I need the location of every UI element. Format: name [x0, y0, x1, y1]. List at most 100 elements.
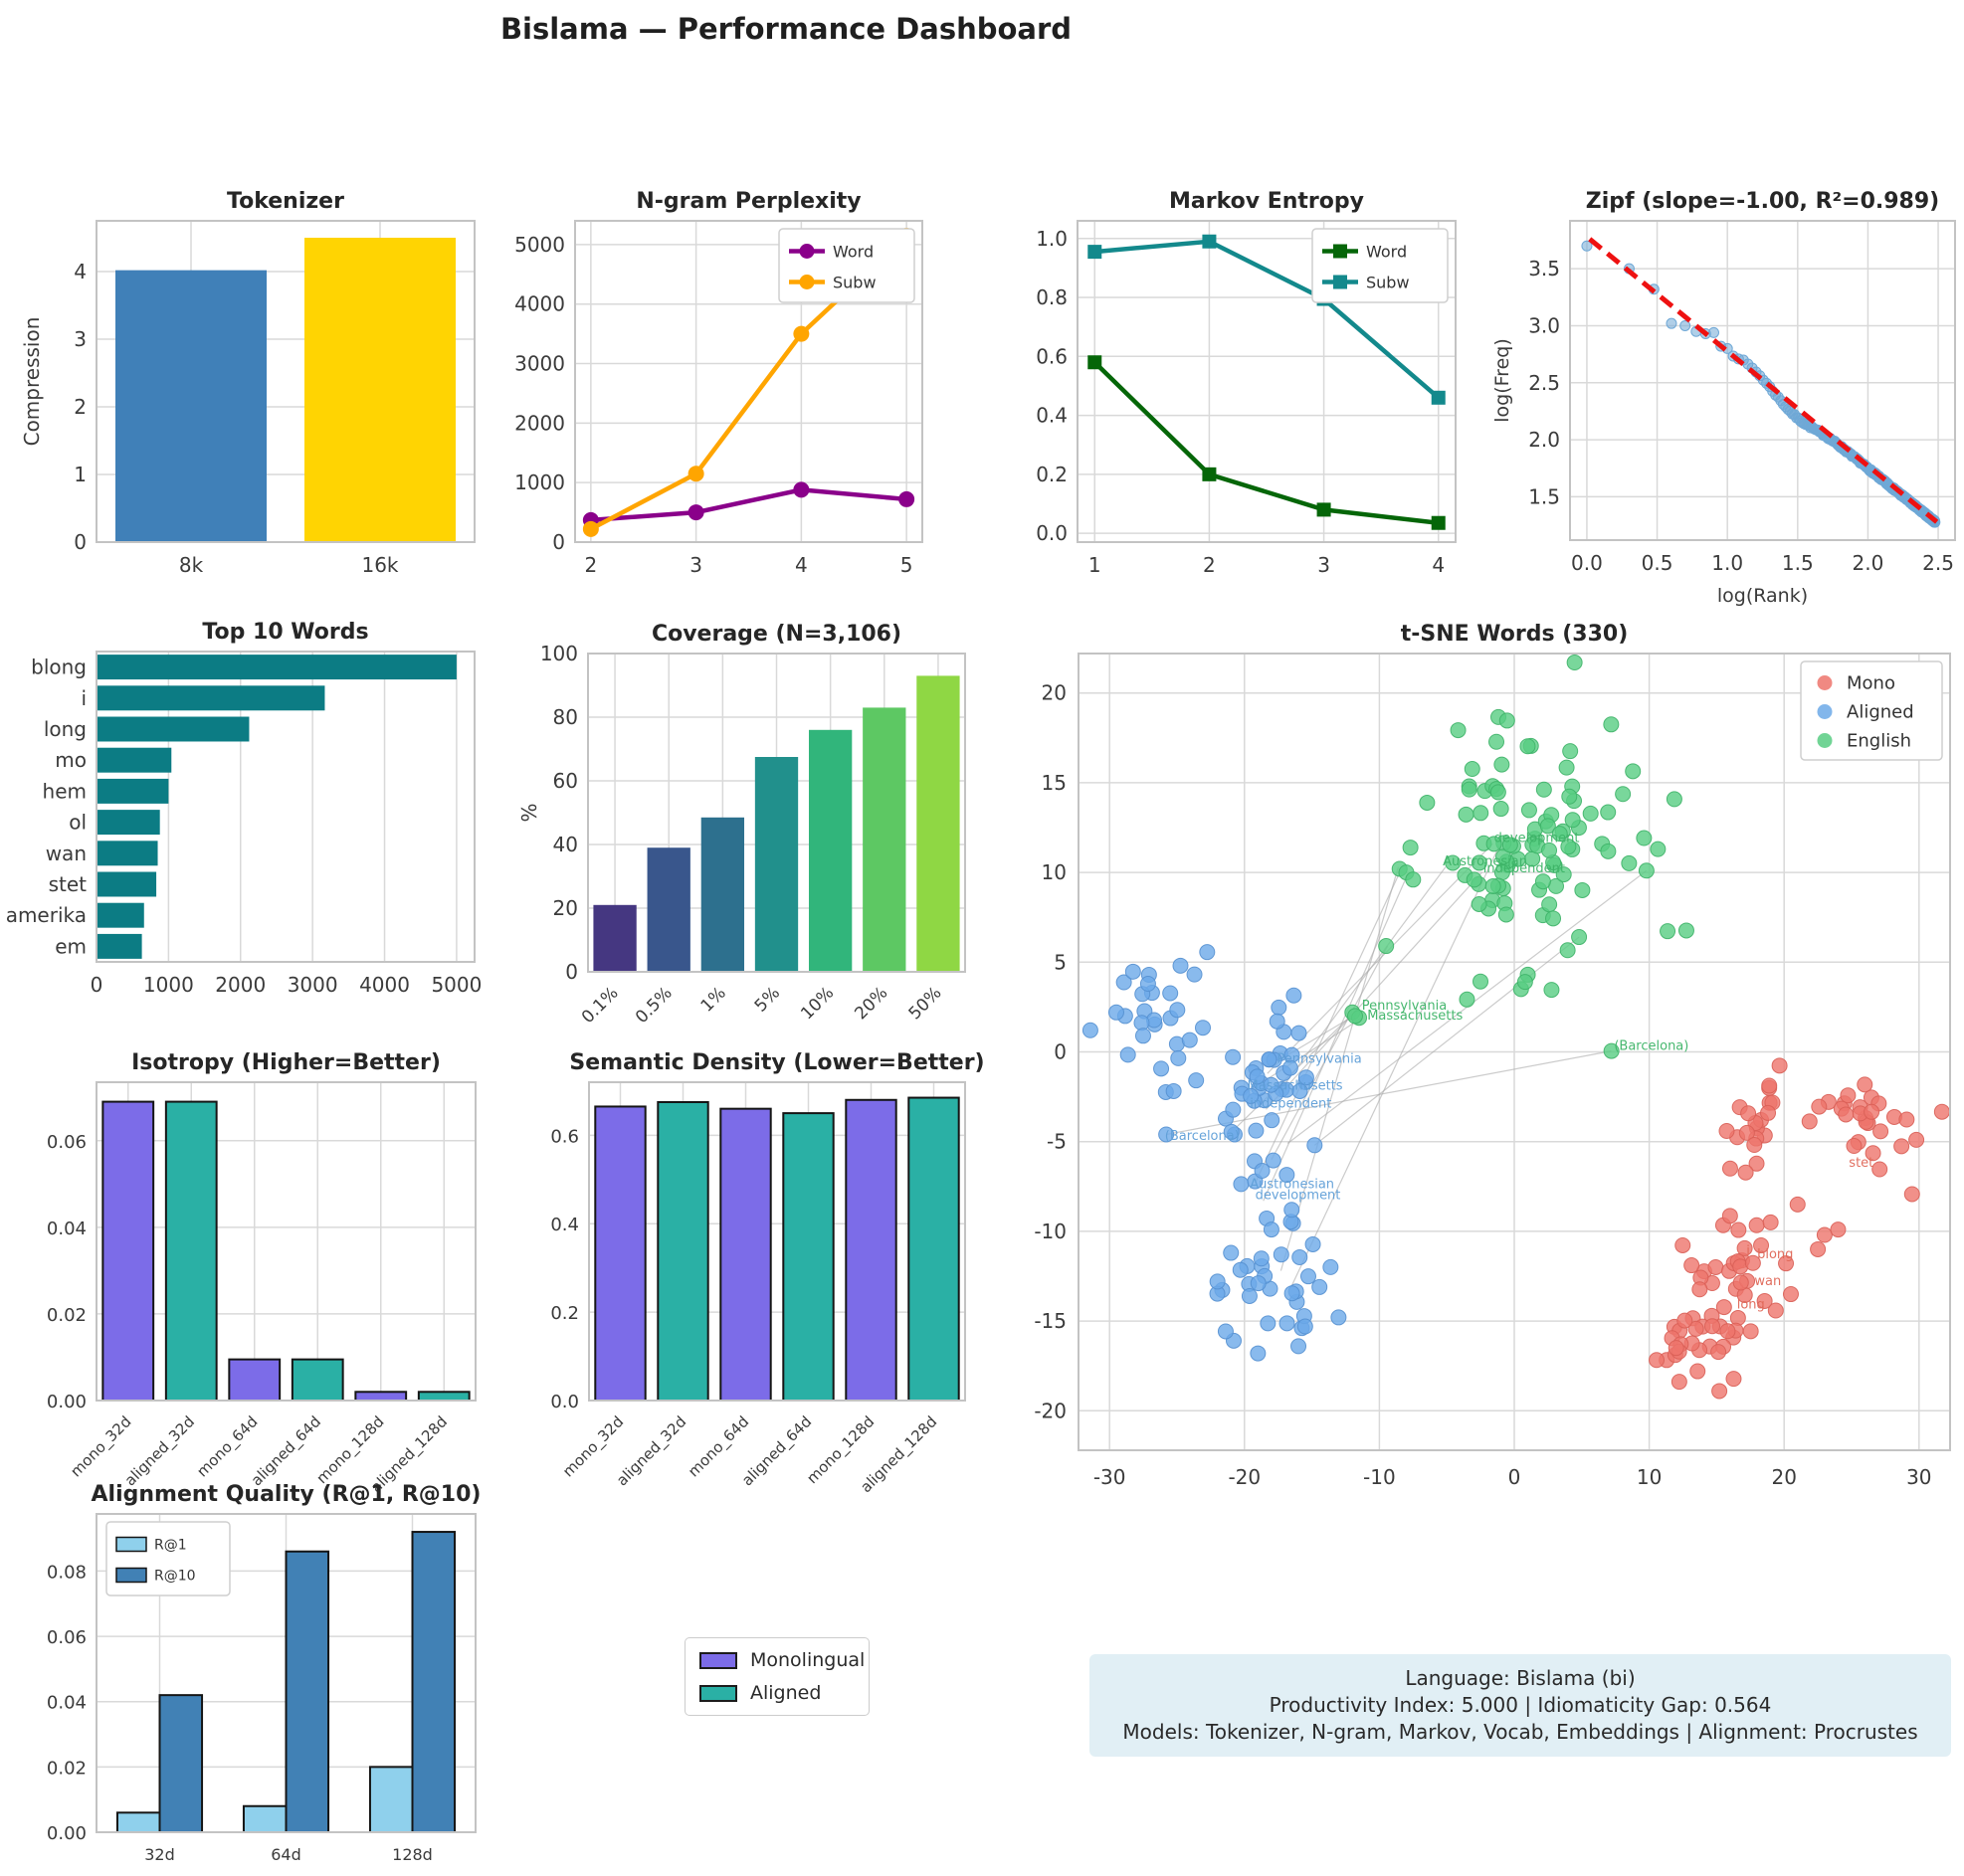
top10-chart: Top 10 Words blong i long mo hem ol wan stet amer… — [6, 620, 483, 997]
svg-text:1%: 1% — [697, 983, 730, 1016]
svg-text:20: 20 — [1042, 681, 1067, 705]
svg-text:3: 3 — [1317, 553, 1330, 577]
svg-text:2000: 2000 — [215, 973, 266, 997]
svg-text:Massachusetts: Massachusetts — [1367, 1009, 1463, 1024]
svg-text:20: 20 — [553, 896, 578, 920]
svg-text:(Barcelona): (Barcelona) — [1614, 1039, 1688, 1054]
svg-text:15: 15 — [1042, 771, 1067, 795]
svg-text:Word: Word — [833, 243, 874, 262]
svg-text:independent: independent — [1250, 1096, 1331, 1111]
info-box: Language: Bislama (bi) Productivity Inde… — [1089, 1654, 1951, 1757]
svg-text:Top 10 Words: Top 10 Words — [202, 620, 368, 645]
svg-text:20%: 20% — [851, 983, 891, 1024]
svg-text:Massachusetts: Massachusetts — [1248, 1078, 1343, 1093]
svg-text:%: % — [517, 803, 541, 822]
svg-text:mono_64d: mono_64d — [193, 1412, 262, 1481]
svg-text:2: 2 — [74, 395, 87, 419]
svg-text:development: development — [1256, 1188, 1341, 1203]
svg-text:independent: independent — [1483, 861, 1565, 876]
svg-text:10: 10 — [1042, 860, 1067, 884]
monolingual-swatch — [699, 1651, 737, 1669]
svg-text:4: 4 — [795, 553, 808, 577]
svg-text:0.02: 0.02 — [47, 1305, 87, 1326]
svg-text:0.0: 0.0 — [550, 1392, 579, 1412]
svg-text:0: 0 — [74, 530, 87, 554]
svg-text:0.08: 0.08 — [47, 1562, 87, 1583]
legend-item-aligned: Aligned — [699, 1682, 855, 1704]
svg-text:Isotropy (Higher=Better): Isotropy (Higher=Better) — [131, 1050, 441, 1075]
svg-text:5000: 5000 — [431, 973, 482, 997]
coverage-chart: Coverage (N=3,106) 0 20 40 60 80 100 0.1% 0.5% 1%… — [517, 622, 966, 1028]
svg-text:64d: 64d — [271, 1845, 301, 1864]
svg-text:2.5: 2.5 — [1528, 371, 1560, 395]
svg-text:0.00: 0.00 — [47, 1823, 87, 1844]
svg-text:wan: wan — [46, 842, 87, 865]
svg-text:Zipf (slope=-1.00, R²=0.989): Zipf (slope=-1.00, R²=0.989) — [1586, 189, 1939, 214]
svg-text:1000: 1000 — [514, 470, 565, 494]
svg-text:-15: -15 — [1034, 1309, 1067, 1333]
svg-text:Subw: Subw — [1366, 274, 1410, 292]
svg-text:amerika: amerika — [6, 903, 87, 927]
svg-text:mo: mo — [55, 748, 87, 772]
svg-text:1.0: 1.0 — [1036, 227, 1068, 251]
svg-text:Pennsylvania: Pennsylvania — [1362, 999, 1447, 1014]
svg-text:-30: -30 — [1093, 1465, 1126, 1489]
svg-text:0.6: 0.6 — [1036, 344, 1068, 368]
svg-text:2.5: 2.5 — [1922, 551, 1954, 575]
svg-text:20: 20 — [1771, 1465, 1796, 1489]
svg-text:0.8: 0.8 — [1036, 285, 1068, 309]
aligned-swatch — [699, 1684, 737, 1702]
svg-text:0.04: 0.04 — [47, 1219, 87, 1239]
svg-text:Semantic Density (Lower=Better: Semantic Density (Lower=Better) — [569, 1050, 984, 1075]
svg-text:0: 0 — [565, 960, 578, 984]
svg-text:Word: Word — [1366, 243, 1407, 262]
svg-text:hem: hem — [43, 779, 87, 803]
svg-text:-20: -20 — [1034, 1399, 1067, 1422]
svg-text:32d: 32d — [144, 1845, 175, 1864]
svg-text:0.06: 0.06 — [47, 1627, 87, 1648]
svg-text:2000: 2000 — [514, 411, 565, 435]
svg-text:0.6: 0.6 — [550, 1126, 579, 1147]
semdens-chart: Semantic Density (Lower=Better) 0.0 0.2 0.4… — [550, 1050, 984, 1497]
svg-text:2: 2 — [584, 553, 597, 577]
svg-text:5: 5 — [1054, 950, 1067, 974]
svg-text:development: development — [1494, 831, 1580, 845]
svg-text:50%: 50% — [905, 983, 946, 1024]
svg-text:0.4: 0.4 — [550, 1215, 579, 1235]
svg-text:0: 0 — [552, 530, 565, 554]
svg-text:0.5%: 0.5% — [632, 983, 677, 1028]
svg-text:3000: 3000 — [514, 352, 565, 376]
svg-text:5%: 5% — [751, 983, 784, 1016]
svg-text:10%: 10% — [797, 983, 838, 1024]
svg-text:-10: -10 — [1363, 1465, 1396, 1489]
svg-text:i: i — [81, 686, 87, 710]
svg-text:1: 1 — [74, 463, 87, 486]
tokenizer-chart: Tokenizer 0 1 2 3 4 8k 16k Compression — [20, 189, 476, 577]
info-line-indices: Productivity Index: 5.000 | Idiomaticity… — [1269, 1693, 1772, 1717]
svg-text:1.5: 1.5 — [1528, 484, 1560, 508]
svg-text:stet: stet — [49, 872, 88, 896]
svg-text:-5: -5 — [1047, 1130, 1067, 1154]
svg-text:Mono: Mono — [1847, 673, 1895, 694]
svg-text:long: long — [44, 717, 87, 741]
svg-text:-20: -20 — [1228, 1465, 1261, 1489]
svg-text:8k: 8k — [179, 553, 204, 577]
svg-text:wan: wan — [1754, 1274, 1781, 1289]
svg-text:0.00: 0.00 — [47, 1392, 87, 1412]
svg-text:ol: ol — [69, 811, 87, 835]
svg-text:0.0: 0.0 — [1571, 551, 1603, 575]
svg-text:128d: 128d — [392, 1845, 433, 1864]
svg-text:0.4: 0.4 — [1036, 404, 1068, 428]
svg-text:30: 30 — [1906, 1465, 1931, 1489]
svg-text:Aligned: Aligned — [1847, 702, 1914, 723]
svg-text:0.1%: 0.1% — [578, 983, 623, 1028]
svg-text:0.2: 0.2 — [1036, 463, 1068, 486]
svg-text:Austronesian: Austronesian — [1443, 854, 1527, 869]
svg-text:2.0: 2.0 — [1528, 428, 1560, 452]
svg-text:long: long — [1737, 1297, 1765, 1312]
svg-text:mono_32d: mono_32d — [67, 1412, 135, 1481]
svg-text:100: 100 — [540, 642, 578, 665]
svg-text:0.2: 0.2 — [550, 1303, 579, 1324]
svg-text:0.0: 0.0 — [1036, 521, 1068, 545]
